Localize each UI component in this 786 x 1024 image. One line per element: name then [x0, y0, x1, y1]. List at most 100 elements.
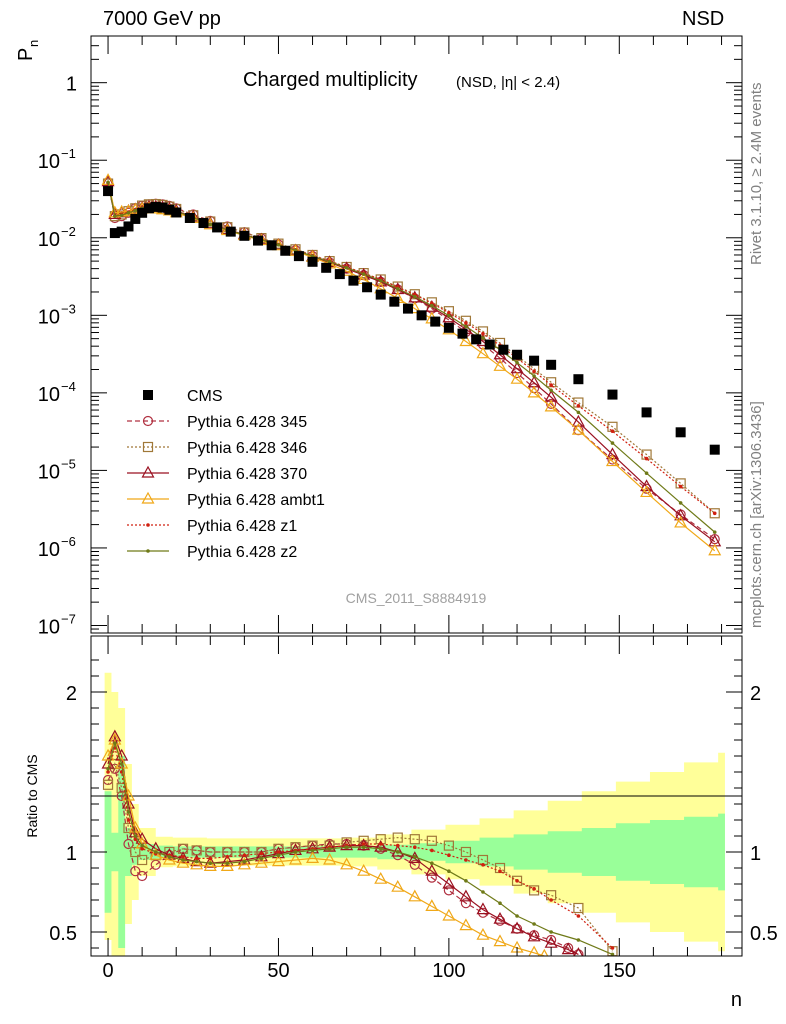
data-point [532, 922, 536, 926]
data-point [464, 879, 468, 883]
data-point [674, 515, 688, 528]
data-point [573, 374, 584, 385]
data-point [425, 899, 439, 912]
legend-entry-pythia-6-428-ambt1: Pythia 6.428 ambt1 [127, 491, 325, 509]
plot-subtitle: (NSD, |η| < 2.4) [456, 74, 560, 91]
data-point [106, 180, 110, 185]
data-point [225, 861, 230, 865]
data-point [259, 851, 264, 856]
data-point [493, 934, 507, 947]
data-point [378, 842, 383, 846]
legend-entry-pythia-6-428-z1: Pythia 6.428 z1 [127, 518, 297, 535]
data-point [133, 834, 138, 838]
data-point [340, 261, 354, 274]
data-point [119, 762, 124, 766]
data-point [426, 872, 437, 883]
data-point [430, 303, 434, 308]
data-point [378, 847, 383, 851]
data-point [162, 852, 176, 865]
data-point [447, 853, 451, 857]
data-point [361, 842, 366, 846]
data-point [464, 858, 468, 862]
legend-label: Pythia 6.428 z1 [187, 518, 297, 535]
data-point [348, 275, 359, 286]
data-point [259, 856, 264, 861]
data-point [573, 902, 584, 914]
data-point [293, 850, 298, 854]
data-point [640, 479, 654, 492]
y-tick-label: 10 [38, 229, 60, 251]
data-point [476, 902, 490, 915]
ratio-plot-series [101, 729, 618, 956]
data-point [528, 885, 540, 896]
series-line [107, 182, 716, 540]
data-point [310, 848, 315, 853]
data-point [459, 334, 473, 347]
data-point [529, 355, 540, 366]
legend-label: Pythia 6.428 z2 [187, 544, 297, 561]
data-point [293, 251, 304, 262]
data-point [340, 857, 354, 870]
data-point [203, 859, 217, 872]
ratio-plot-frame [90, 635, 743, 957]
data-point [576, 914, 581, 918]
legend: CMS Pythia 6.428 345 Pythia 6.428 346 Pythi… [127, 388, 325, 561]
data-point [123, 221, 134, 232]
data-point [409, 834, 420, 845]
data-point [254, 849, 268, 862]
data-point [137, 870, 148, 882]
data-point [515, 914, 519, 918]
data-point [395, 850, 400, 854]
data-point [457, 328, 468, 339]
data-point [464, 324, 468, 329]
data-point [640, 485, 654, 498]
data-point [425, 300, 439, 312]
data-point [242, 853, 247, 857]
data-point [212, 222, 223, 233]
data-point [498, 344, 509, 355]
data-point [130, 213, 141, 224]
data-point [607, 389, 618, 400]
data-point [464, 321, 468, 325]
y-tick-label-exp: −4 [61, 379, 76, 394]
data-point [327, 259, 332, 264]
data-point [143, 203, 154, 214]
data-point [126, 210, 131, 215]
data-point [443, 885, 454, 896]
y-axis-label: P [15, 48, 37, 61]
data-point [237, 852, 251, 865]
data-point [220, 859, 234, 872]
legend-marker [143, 390, 153, 400]
main-plot-series [101, 173, 722, 556]
data-point [190, 854, 204, 867]
legend-marker [146, 549, 150, 553]
legend-entry-pythia-6-428-370: Pythia 6.428 370 [127, 465, 307, 483]
data-point [321, 262, 332, 273]
data-point [176, 851, 190, 864]
data-point [357, 863, 371, 876]
data-point [307, 256, 318, 267]
y-tick-label: 10 [38, 461, 60, 483]
data-point [709, 444, 720, 455]
data-point [408, 889, 422, 902]
data-point [546, 359, 557, 370]
ratio-axis-label: Ratio to CMS [24, 754, 40, 837]
legend-label: Pythia 6.428 370 [187, 466, 307, 483]
data-point [528, 945, 540, 956]
ratio-y-tick-label-right: 2 [750, 683, 761, 705]
data-point [113, 741, 117, 745]
data-point [412, 845, 417, 849]
data-point [708, 543, 722, 556]
data-point [254, 855, 268, 868]
data-point [167, 855, 172, 859]
data-point [171, 207, 182, 218]
data-point [392, 832, 403, 843]
data-point [130, 846, 141, 858]
data-point [412, 294, 417, 299]
x-tick-label: 100 [432, 960, 465, 982]
ratio-y-tick-label-left: 2 [66, 683, 77, 705]
x-tick-label: 150 [603, 960, 636, 982]
main-plot-frame [90, 35, 743, 634]
legend-marker [142, 415, 154, 427]
data-point [443, 322, 454, 333]
